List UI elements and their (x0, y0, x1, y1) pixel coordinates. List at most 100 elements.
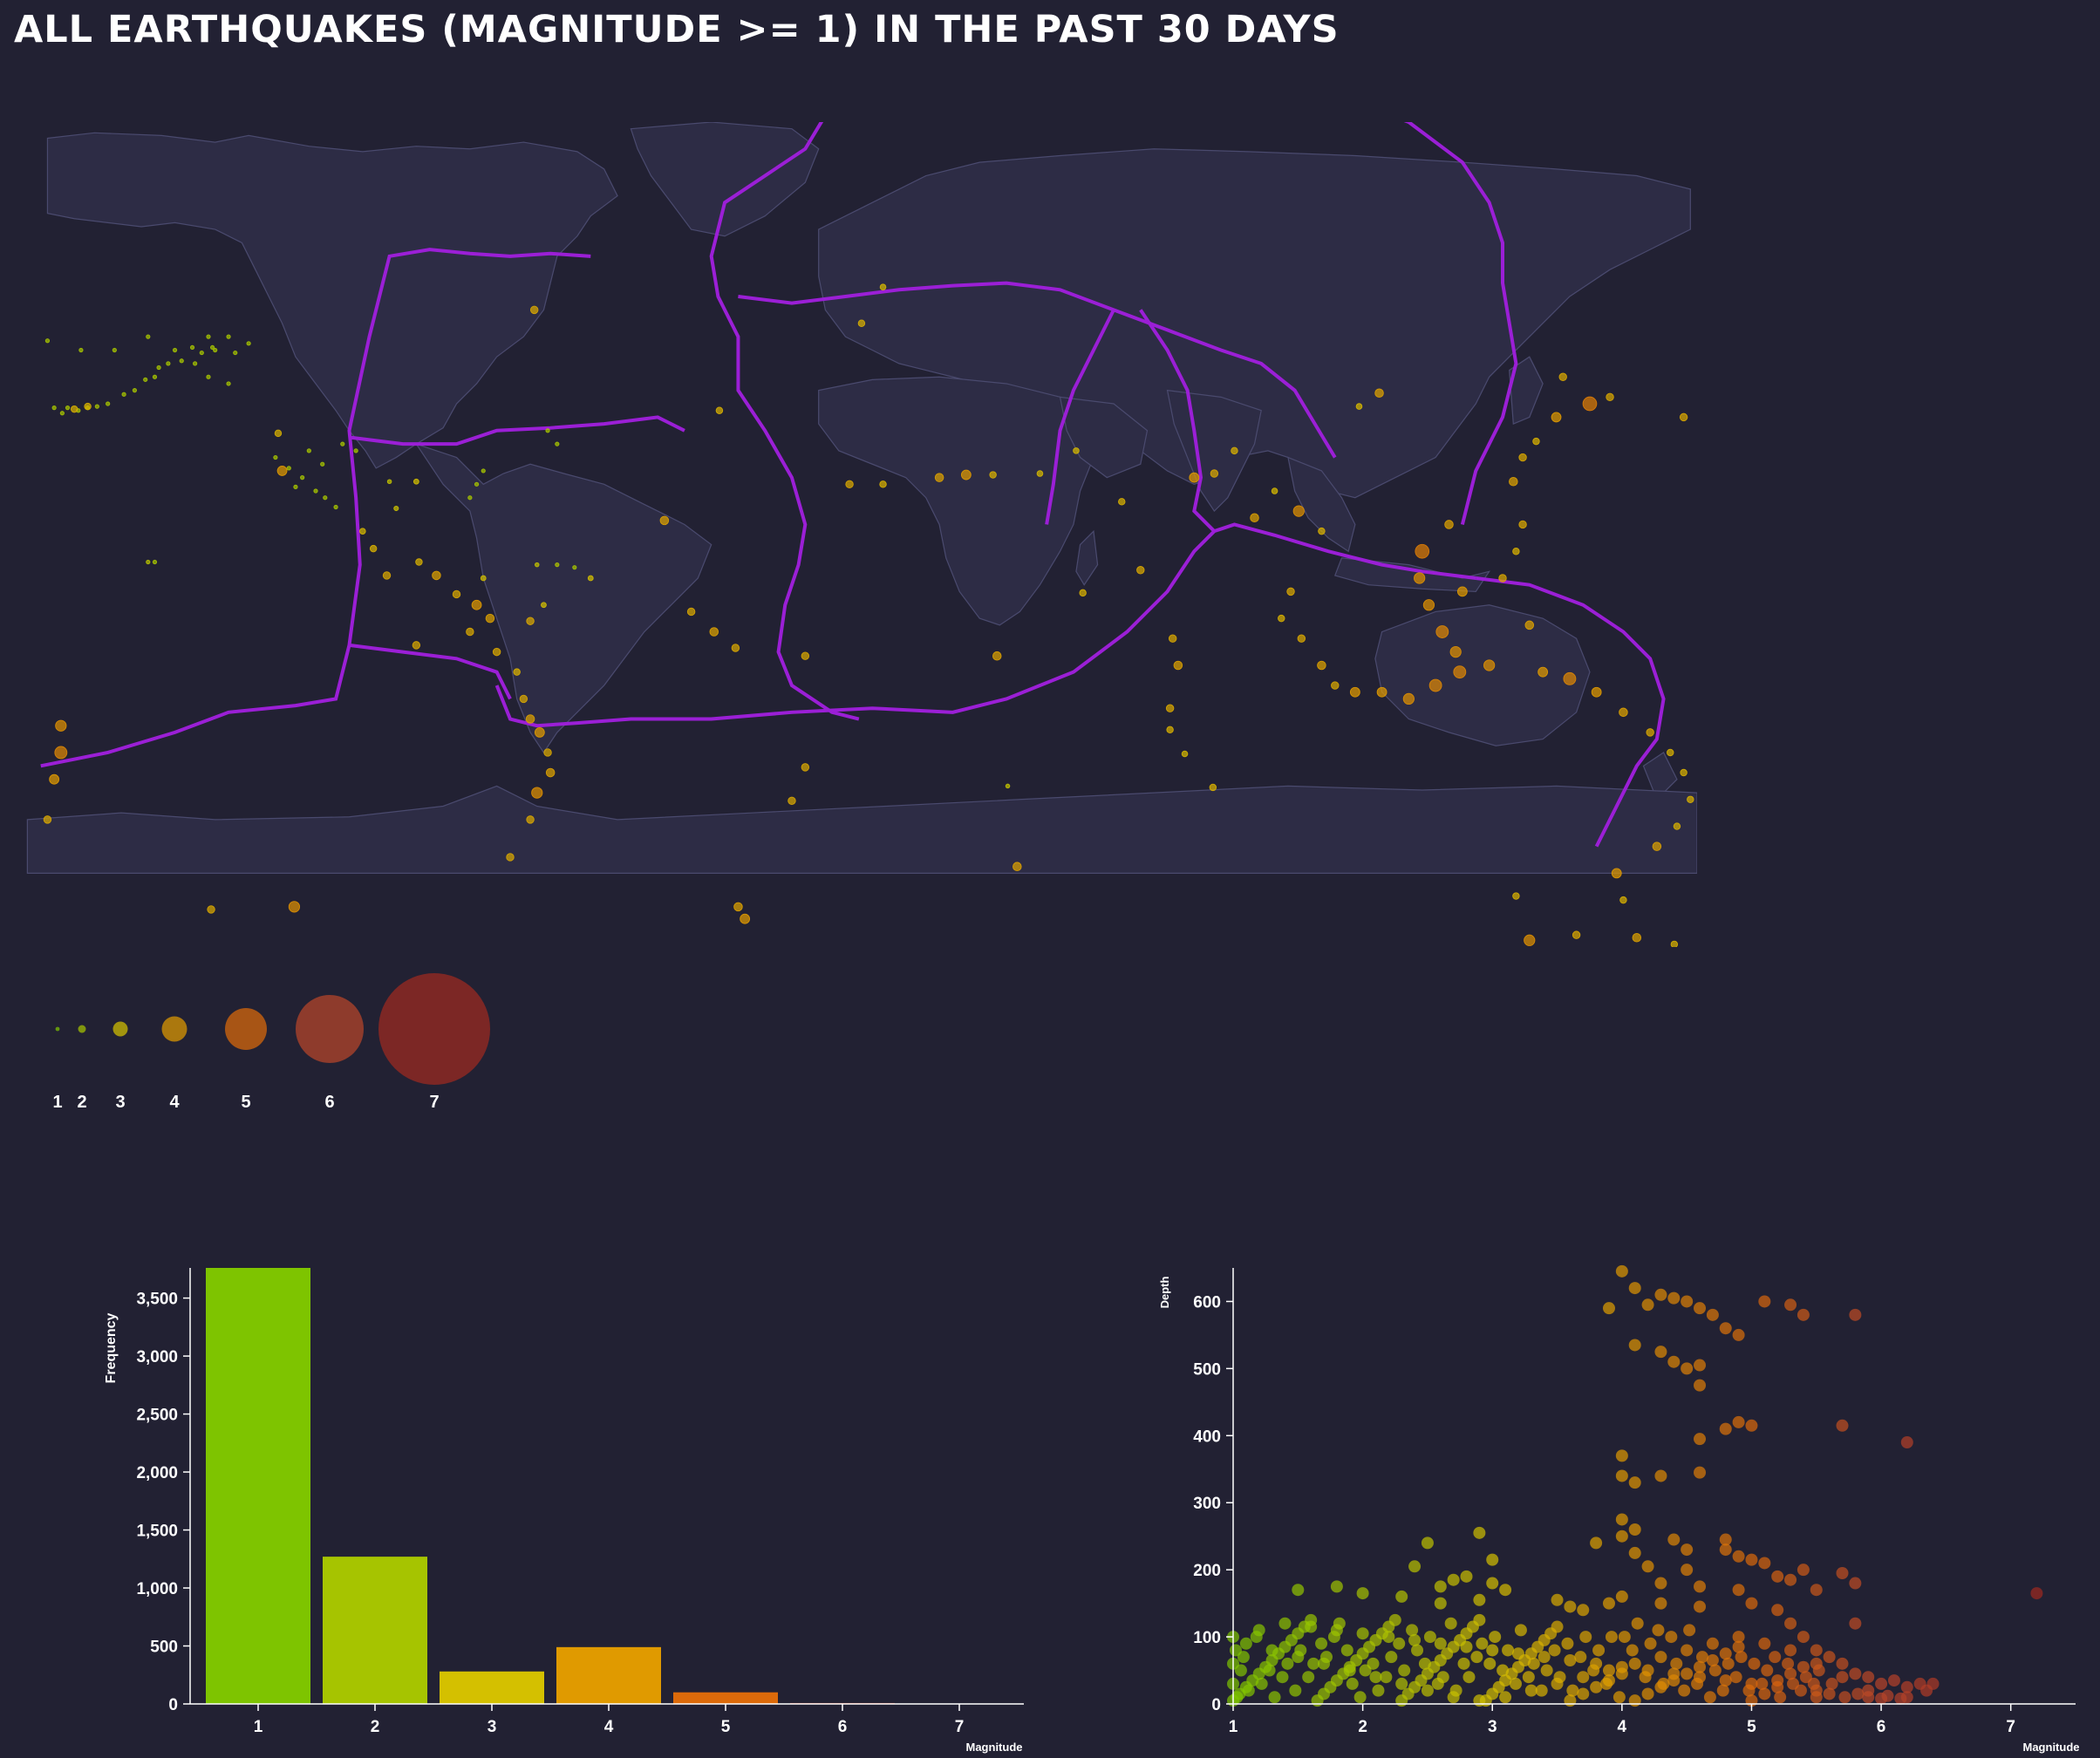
scatter-point[interactable] (1719, 1422, 1732, 1435)
earthquake-marker[interactable] (545, 428, 550, 433)
scatter-point[interactable] (1486, 1577, 1499, 1590)
earthquake-marker[interactable] (1278, 614, 1285, 623)
scatter-point[interactable] (2030, 1587, 2043, 1600)
earthquake-marker[interactable] (534, 726, 545, 738)
earthquake-marker[interactable] (480, 575, 487, 582)
earthquake-marker[interactable] (1435, 625, 1449, 638)
scatter-point[interactable] (1644, 1637, 1657, 1650)
scatter-point[interactable] (1483, 1657, 1497, 1670)
earthquake-marker[interactable] (1374, 388, 1384, 398)
scatter-point[interactable] (1735, 1651, 1748, 1664)
scatter-point[interactable] (1641, 1687, 1654, 1700)
earthquake-marker[interactable] (1349, 686, 1360, 698)
scatter-point[interactable] (1618, 1631, 1631, 1644)
earthquake-marker[interactable] (525, 714, 535, 724)
scatter-point[interactable] (1887, 1674, 1900, 1687)
earthquake-marker[interactable] (1317, 660, 1326, 671)
earthquake-marker[interactable] (1297, 634, 1306, 643)
scatter-point[interactable] (1278, 1617, 1292, 1630)
scatter-point[interactable] (1302, 1671, 1315, 1684)
scatter-point[interactable] (1732, 1584, 1745, 1597)
earthquake-marker[interactable] (1679, 412, 1688, 422)
earthquake-marker[interactable] (474, 481, 480, 487)
earthquake-marker[interactable] (513, 668, 521, 676)
scatter-point[interactable] (1628, 1657, 1641, 1670)
earthquake-marker[interactable] (1292, 505, 1305, 517)
scatter-point[interactable] (1292, 1584, 1305, 1597)
earthquake-marker[interactable] (534, 562, 540, 568)
earthquake-marker[interactable] (1005, 783, 1011, 789)
earthquake-marker[interactable] (879, 283, 887, 290)
scatter-point[interactable] (1602, 1302, 1615, 1315)
scatter-point[interactable] (1756, 1677, 1769, 1690)
scatter-point[interactable] (1615, 1449, 1628, 1462)
earthquake-marker[interactable] (206, 374, 211, 379)
scatter-point[interactable] (1784, 1644, 1797, 1657)
scatter-point[interactable] (1590, 1680, 1603, 1693)
earthquake-marker[interactable] (353, 448, 358, 453)
scatter-point[interactable] (1242, 1684, 1255, 1697)
scatter-point[interactable] (1473, 1526, 1486, 1539)
earthquake-marker[interactable] (1558, 372, 1567, 381)
scatter-point[interactable] (1665, 1631, 1678, 1644)
scatter-point[interactable] (1590, 1537, 1603, 1550)
earthquake-marker[interactable] (1619, 707, 1628, 718)
earthquake-marker[interactable] (226, 334, 231, 339)
scatter-point[interactable] (1535, 1684, 1548, 1697)
earthquake-marker[interactable] (300, 475, 305, 480)
scatter-point[interactable] (1641, 1298, 1654, 1312)
earthquake-marker[interactable] (1680, 768, 1688, 777)
scatter-point[interactable] (1406, 1624, 1419, 1637)
earthquake-marker[interactable] (1606, 392, 1614, 402)
earthquake-marker[interactable] (1165, 704, 1175, 712)
earthquake-marker[interactable] (49, 773, 60, 785)
earthquake-marker[interactable] (393, 505, 399, 512)
scatter-point[interactable] (1769, 1651, 1782, 1664)
scatter-point[interactable] (1255, 1677, 1268, 1690)
earthquake-marker[interactable] (51, 405, 57, 411)
scatter-point[interactable] (1732, 1328, 1745, 1341)
earthquake-marker[interactable] (78, 347, 84, 353)
scatter-point[interactable] (1626, 1644, 1639, 1657)
scatter-point[interactable] (1393, 1637, 1406, 1650)
scatter-point[interactable] (1729, 1671, 1742, 1684)
scatter-point[interactable] (1825, 1677, 1838, 1690)
earthquake-marker[interactable] (189, 344, 195, 351)
scatter-point[interactable] (1231, 1691, 1244, 1704)
earthquake-marker[interactable] (989, 471, 997, 479)
earthquake-marker[interactable] (1582, 396, 1598, 412)
scatter-point[interactable] (1681, 1667, 1694, 1680)
earthquake-marker[interactable] (555, 562, 560, 568)
earthquake-marker[interactable] (1331, 681, 1340, 690)
scatter-point[interactable] (1667, 1533, 1681, 1546)
scatter-point[interactable] (1894, 1692, 1907, 1705)
earthquake-marker[interactable] (333, 504, 338, 510)
earthquake-marker[interactable] (529, 305, 539, 315)
earthquake-marker[interactable] (1181, 750, 1189, 758)
scatter-point[interactable] (1703, 1691, 1716, 1704)
scatter-point[interactable] (1421, 1537, 1434, 1550)
earthquake-marker[interactable] (452, 589, 461, 599)
earthquake-marker[interactable] (274, 429, 283, 438)
scatter-point[interactable] (1784, 1298, 1797, 1312)
scatter-point[interactable] (1810, 1691, 1823, 1704)
scatter-point[interactable] (1823, 1687, 1836, 1700)
scatter-point[interactable] (1771, 1570, 1784, 1583)
earthquake-marker[interactable] (845, 480, 854, 489)
scatter-point[interactable] (1706, 1637, 1719, 1650)
scatter-point[interactable] (1708, 1664, 1722, 1677)
scatter-point[interactable] (1719, 1543, 1732, 1557)
scatter-point[interactable] (1654, 1577, 1667, 1590)
scatter-point[interactable] (1356, 1587, 1369, 1600)
scatter-point[interactable] (1849, 1667, 1862, 1680)
scatter-point[interactable] (1670, 1657, 1683, 1670)
earthquake-marker[interactable] (1079, 589, 1087, 597)
earthquake-marker[interactable] (1415, 543, 1430, 559)
earthquake-marker[interactable] (1518, 520, 1527, 529)
scatter-point[interactable] (1849, 1577, 1862, 1590)
scatter-point[interactable] (1395, 1590, 1408, 1603)
scatter-point[interactable] (1694, 1359, 1707, 1372)
scatter-point[interactable] (1408, 1633, 1422, 1646)
scatter-point[interactable] (1628, 1339, 1641, 1352)
scatter-point[interactable] (1694, 1600, 1707, 1613)
